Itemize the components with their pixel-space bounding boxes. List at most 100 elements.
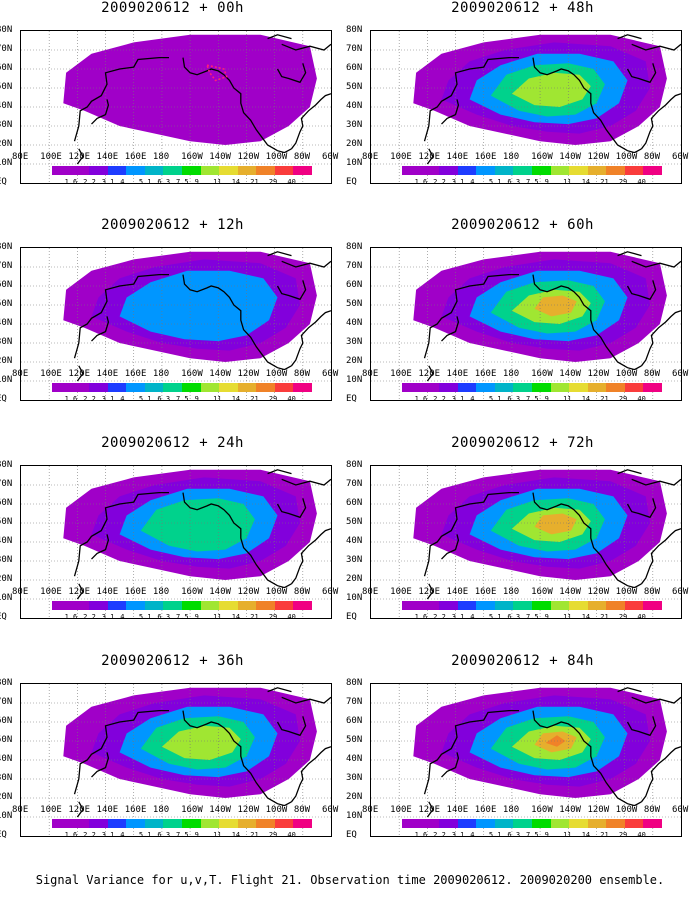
coastline [626, 716, 657, 737]
lon-tick-label: 140E [96, 152, 119, 162]
lon-tick-label: 140E [446, 152, 469, 162]
colorbar-swatch [200, 383, 220, 392]
coastline [91, 534, 110, 560]
lon-tick-label: 160E [124, 369, 147, 379]
colorbar-label: 21 [250, 831, 259, 839]
colorbar [52, 601, 313, 610]
lon-tick-label: 60W [672, 587, 689, 597]
lon-tick-label: 180 [502, 152, 520, 162]
colorbar-label: 5.1 [488, 178, 502, 186]
lon-tick-label: 120E [418, 587, 441, 597]
colorbar-label: 29 [618, 831, 628, 839]
lon-tick-label: 160W [181, 369, 203, 379]
panel-title: 2009020612 + 60h [451, 217, 594, 233]
lon-tick-label: 160W [531, 805, 553, 815]
colorbar-swatch [52, 601, 72, 610]
lon-tick-label: 60W [322, 805, 339, 815]
lon-tick-label: 140W [209, 587, 231, 597]
colorbar-label: 3.1 [451, 831, 465, 839]
lon-tick-label: 60W [322, 152, 339, 162]
map-plot [21, 466, 331, 618]
lon-tick-label: 160E [474, 587, 497, 597]
colorbar-swatch [439, 383, 459, 392]
colorbar-label: 5.1 [488, 395, 502, 403]
coastline [441, 752, 460, 778]
colorbar-swatch [587, 383, 607, 392]
coastline [532, 57, 642, 154]
map-plot [21, 31, 331, 183]
colorbar-label: 1.6 [414, 178, 428, 186]
lon-tick-label: 80W [293, 369, 311, 379]
lat-tick-label: 80N [0, 460, 13, 470]
lat-tick-label: 50N [346, 299, 363, 309]
colorbar-swatch [182, 383, 202, 392]
lat-tick-label: 40N [346, 536, 363, 546]
coastline [617, 34, 642, 40]
colorbar-label: 3.1 [451, 613, 465, 621]
lat-tick-label: 50N [346, 735, 363, 745]
lat-tick-label: 70N [0, 479, 13, 489]
colorbar-label: 3.1 [101, 613, 115, 621]
lon-tick-label: 80W [293, 805, 311, 815]
coastline [423, 273, 519, 359]
panel-title: 2009020612 + 48h [451, 0, 594, 16]
colorbar-label: 21 [250, 613, 259, 621]
colorbar-swatch [219, 819, 239, 828]
coastline [631, 43, 681, 51]
lon-tick-label: 180 [502, 805, 520, 815]
colorbar-swatch [163, 166, 183, 175]
lon-tick-label: 120W [237, 587, 260, 597]
coastline [626, 280, 657, 301]
lon-tick-label: 80W [643, 587, 661, 597]
colorbar-swatch [476, 819, 496, 828]
lon-tick-label: 80E [12, 152, 29, 162]
colorbar-swatch [494, 819, 514, 828]
colorbar-swatch [70, 166, 90, 175]
colorbar-swatch [532, 166, 552, 175]
colorbar-label: 9 [194, 178, 199, 186]
lon-tick-label: 140W [209, 369, 231, 379]
lat-tick-label: 60N [0, 280, 13, 290]
lon-tick-label: 160E [474, 369, 497, 379]
coastline [617, 687, 642, 693]
colorbar-swatch [457, 166, 477, 175]
colorbar-swatch [237, 819, 257, 828]
lon-tick-label: 100E [40, 587, 62, 597]
colorbar-swatch [569, 383, 589, 392]
panel-title: 2009020612 + 36h [101, 653, 244, 669]
map-panel: 2009020612 + 84h 80N 70N 60N 50N 40N 30N 20N 10N… [346, 653, 695, 868]
lon-tick-label: 140E [96, 369, 119, 379]
coastline [532, 492, 642, 589]
colorbar-label: 29 [268, 831, 278, 839]
coastline [532, 274, 642, 371]
variance-map [370, 30, 682, 184]
map-panel: 2009020612 + 60h 80N 70N 60N 50N 40N 30N 20N 10N… [346, 217, 695, 432]
lon-tick-label: 140E [446, 369, 469, 379]
colorbar-swatch [200, 819, 220, 828]
lon-tick-label: 120E [418, 369, 441, 379]
colorbar-swatch [606, 601, 626, 610]
colorbar-swatch [163, 383, 183, 392]
colorbar-label: 29 [618, 613, 628, 621]
lon-tick-label: 80W [643, 805, 661, 815]
lon-tick-label: 180 [502, 369, 520, 379]
coastline [267, 34, 292, 40]
colorbar-swatch [513, 166, 533, 175]
colorbar-swatch [550, 601, 570, 610]
colorbar-swatch [237, 166, 257, 175]
colorbar-swatch [643, 383, 663, 392]
colorbar-label: 29 [618, 178, 628, 186]
lat-tick-label: 40N [0, 754, 13, 764]
colorbar-swatch [402, 166, 422, 175]
colorbar-label: 7.5 [176, 178, 189, 186]
colorbar-label: 29 [618, 395, 628, 403]
colorbar-label: 7.5 [176, 831, 189, 839]
lon-tick-label: 80E [12, 587, 29, 597]
lat-tick-label: 40N [0, 318, 13, 328]
variance-contour [161, 725, 241, 760]
lat-tick-label: 40N [0, 101, 13, 111]
colorbar-swatch [513, 383, 533, 392]
colorbar-swatch [107, 601, 127, 610]
lon-tick-label: 160W [181, 587, 203, 597]
lat-tick-label: 50N [346, 517, 363, 527]
